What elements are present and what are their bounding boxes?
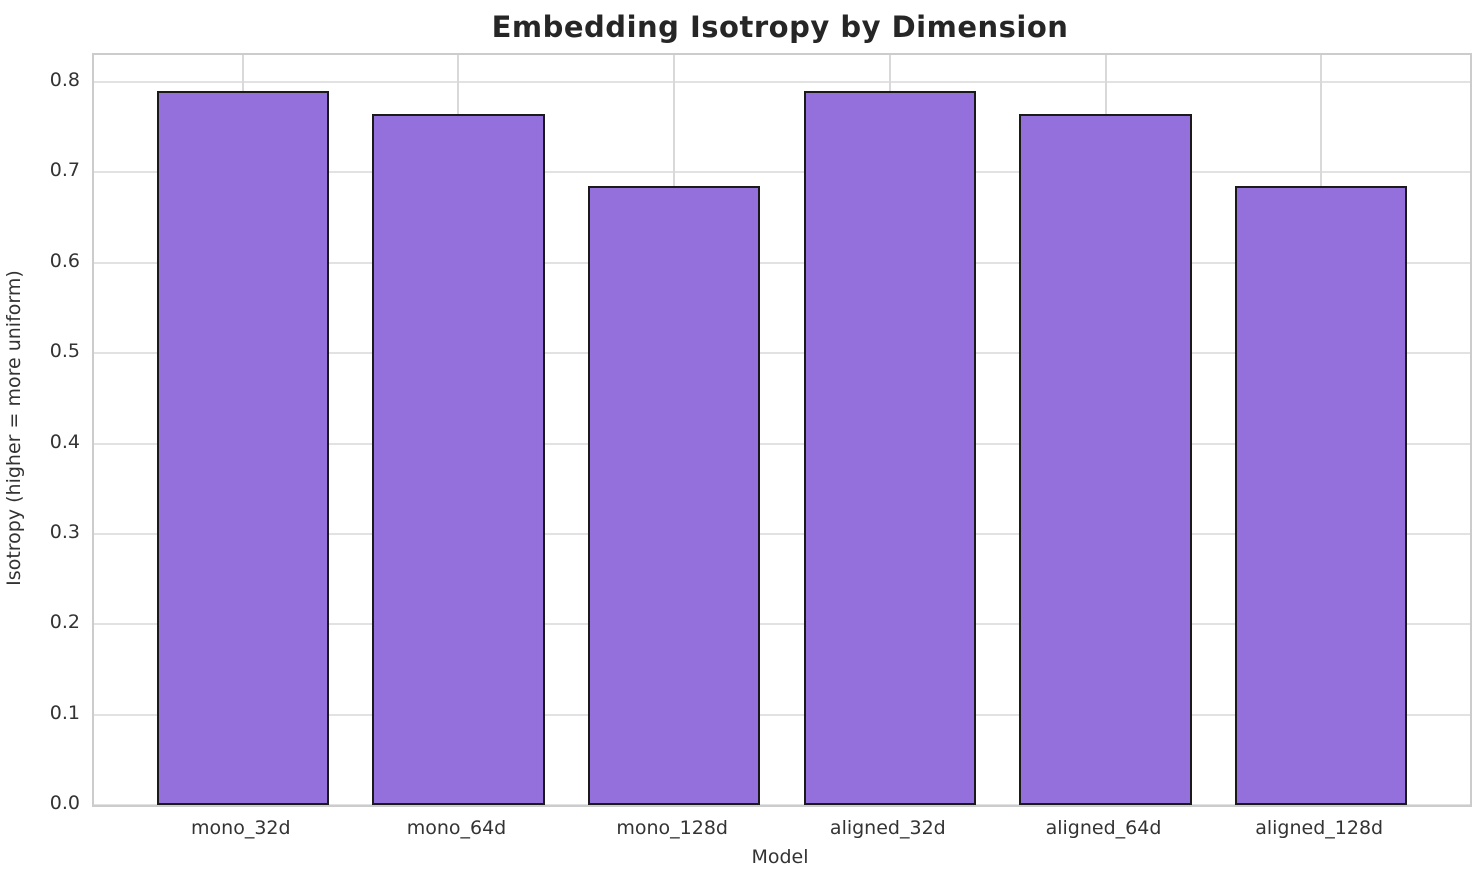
gridline-h-0.1 [94, 713, 1470, 716]
gridline-h-0.0 [94, 804, 1470, 805]
gridline-h-0.6 [94, 261, 1470, 264]
y-tick-label-0.3: 0.3 [49, 520, 80, 543]
x-tick-label-aligned_32d: aligned_32d [829, 817, 946, 839]
y-tick-label-0.7: 0.7 [49, 159, 80, 182]
y-tick-label-0.1: 0.1 [49, 701, 80, 724]
x-tick-label-mono_128d: mono_128d [616, 817, 728, 839]
plot-area [92, 53, 1472, 807]
chart-title: Embedding Isotropy by Dimension [491, 10, 1069, 44]
y-tick-label-0.6: 0.6 [49, 249, 80, 272]
gridline-h-0.7 [94, 171, 1470, 174]
x-tick-label-aligned_64d: aligned_64d [1045, 817, 1162, 839]
x-axis-label: Model [751, 846, 809, 868]
x-tick-label-aligned_128d: aligned_128d [1255, 817, 1384, 839]
bar-mono_32d [156, 91, 330, 805]
gridline-h-0.4 [94, 442, 1470, 445]
gridline-h-0.3 [94, 532, 1470, 535]
y-tick-label-0.0: 0.0 [49, 792, 80, 814]
y-tick-label-0.2: 0.2 [49, 611, 80, 634]
bar-mono_128d [587, 186, 761, 805]
bar-aligned_128d [1234, 186, 1408, 805]
gridline-h-0.8 [94, 81, 1470, 84]
bar-mono_64d [372, 113, 545, 805]
x-tick-label-mono_64d: mono_64d [406, 817, 507, 839]
bar-aligned_64d [1019, 113, 1192, 805]
y-axis-label: Isotropy (higher = more uniform) [3, 270, 25, 586]
bar-aligned_32d [803, 91, 977, 805]
y-tick-label-0.5: 0.5 [49, 340, 80, 363]
gridline-h-0.5 [94, 352, 1470, 355]
y-tick-label-0.8: 0.8 [49, 69, 80, 92]
gridline-h-0.2 [94, 623, 1470, 626]
x-tick-label-mono_32d: mono_32d [191, 817, 291, 839]
y-tick-label-0.4: 0.4 [49, 430, 80, 453]
